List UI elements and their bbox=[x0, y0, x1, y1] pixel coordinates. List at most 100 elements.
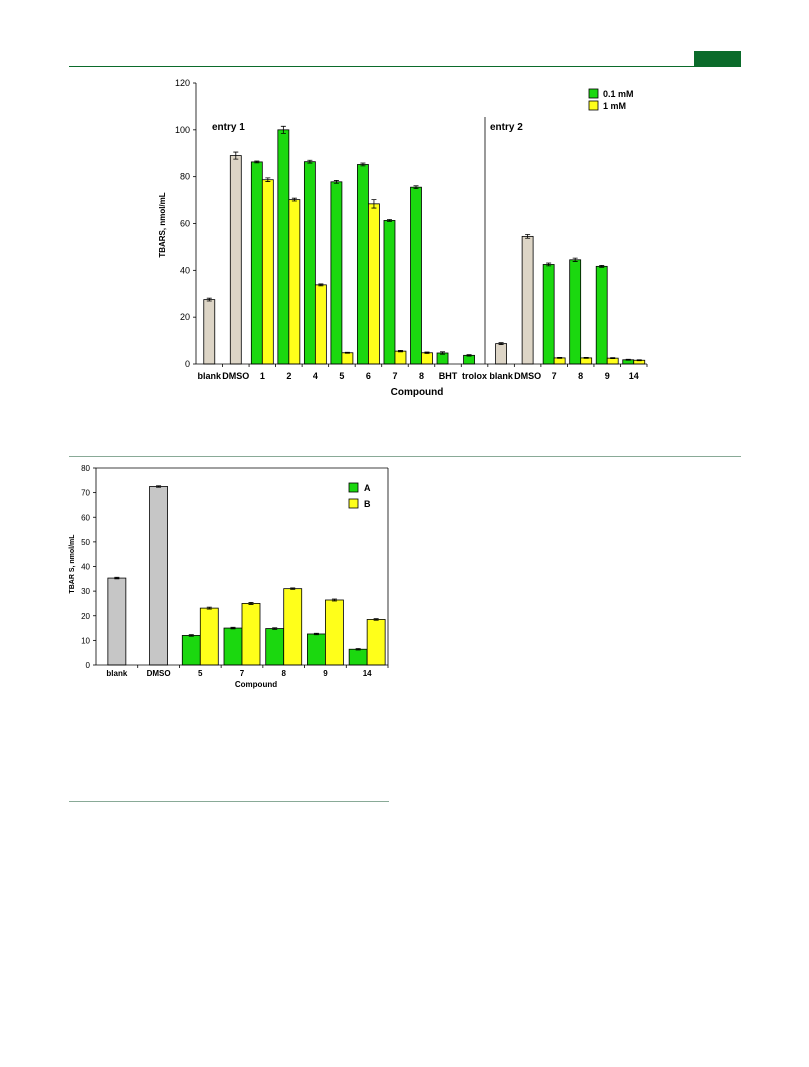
bar-2-1-mm bbox=[288, 199, 301, 365]
footer-divider bbox=[69, 801, 389, 802]
x-tick-label: 9 bbox=[323, 669, 328, 678]
x-tick-label: 4 bbox=[313, 371, 318, 381]
y-axis-label: TBARS, nmol/mL bbox=[158, 192, 167, 257]
error-bar-9-b bbox=[331, 598, 337, 602]
error-bar-8-a bbox=[272, 627, 278, 630]
error-bar-7-0-1-mm bbox=[546, 262, 552, 267]
bar-trolox-0-1-mm bbox=[463, 354, 475, 365]
y-tick-label: 60 bbox=[180, 219, 190, 229]
x-tick-label: DMSO bbox=[222, 371, 249, 381]
error-bar-7-1-mm bbox=[397, 350, 403, 353]
bar-7-b bbox=[241, 603, 261, 666]
bar-8-1-mm bbox=[580, 357, 593, 365]
error-bar-5-1-mm bbox=[344, 351, 350, 354]
header-tab-badge bbox=[694, 51, 741, 66]
x-tick-label: 9 bbox=[605, 371, 610, 381]
legend-swatch-b bbox=[348, 498, 359, 509]
y-tick-label: 20 bbox=[81, 612, 90, 621]
x-tick-label: 6 bbox=[366, 371, 371, 381]
bar-1-1-mm bbox=[261, 179, 274, 365]
x-tick-label: 7 bbox=[392, 371, 397, 381]
error-bar-dmso bbox=[156, 485, 162, 488]
error-bar-5-b bbox=[206, 606, 212, 610]
x-tick-label: 8 bbox=[419, 371, 424, 381]
bar-4-0-1-mm bbox=[303, 161, 316, 365]
y-tick-label: 10 bbox=[81, 636, 90, 645]
bar-5-b bbox=[199, 607, 219, 666]
bar-9-0-1-mm bbox=[595, 265, 608, 365]
y-tick-label: 40 bbox=[81, 563, 90, 572]
x-tick-label: BHT bbox=[439, 371, 458, 381]
error-bar-1-1-mm bbox=[265, 177, 271, 182]
y-tick-label: 100 bbox=[175, 125, 190, 135]
x-tick-label: 5 bbox=[198, 669, 203, 678]
bar-dmso bbox=[521, 235, 534, 365]
bar-1-0-1-mm bbox=[250, 161, 263, 365]
error-bar-blank bbox=[114, 576, 120, 580]
bar-6-0-1-mm bbox=[357, 164, 369, 365]
error-bar-blank bbox=[206, 297, 212, 302]
error-bar-4-0-1-mm bbox=[307, 159, 313, 164]
x-axis-label: Compound bbox=[235, 680, 277, 689]
chart-tbars-a-b: 0 10 20 30 40 50 60 70 80 blank DMSO 5 7 8 9 14 A B TB… bbox=[69, 464, 389, 689]
error-bar-2-0-1-mm bbox=[280, 125, 286, 134]
x-tick-label: 7 bbox=[552, 371, 557, 381]
legend: 0.1 mM 1 mM bbox=[588, 88, 634, 111]
bar-8-b bbox=[283, 588, 303, 666]
legend-swatch-0-1mm bbox=[588, 88, 599, 99]
error-bar-5-a bbox=[188, 634, 194, 637]
error-bar-8-1-mm bbox=[583, 357, 589, 359]
bar-9-a bbox=[307, 633, 326, 666]
error-bar-4-1-mm bbox=[318, 283, 324, 287]
bar-8-0-1-mm bbox=[410, 186, 422, 365]
y-tick-label: 120 bbox=[175, 78, 190, 88]
bar-8-1-mm bbox=[421, 352, 433, 365]
bar-8-a bbox=[265, 628, 285, 666]
bar-dmso bbox=[229, 155, 242, 365]
error-bar-bht-0-1-mm bbox=[440, 351, 446, 355]
error-bar-6-1-mm bbox=[371, 199, 377, 209]
y-tick-label: 30 bbox=[81, 587, 90, 596]
header-rule bbox=[69, 66, 741, 67]
y-tick-label: 80 bbox=[180, 172, 190, 182]
bar-bht-0-1-mm bbox=[436, 352, 449, 365]
x-tick-label: blank bbox=[106, 669, 127, 678]
error-bar-9-a bbox=[313, 632, 319, 636]
y-tick-label: 80 bbox=[81, 464, 90, 473]
error-bar-7-a bbox=[230, 626, 236, 630]
bar-14-b bbox=[366, 619, 386, 666]
legend-label-0-1mm: 0.1 mM bbox=[603, 89, 634, 99]
y-axis-label: TBAR S, nmol/mL bbox=[69, 534, 76, 594]
bar-6-1-mm bbox=[368, 203, 380, 365]
bar-5-0-1-mm bbox=[330, 181, 343, 365]
y-tick-label: 60 bbox=[81, 513, 90, 522]
y-tick-label: 40 bbox=[180, 265, 190, 275]
error-bar-5-0-1-mm bbox=[333, 180, 339, 184]
bar-9-1-mm bbox=[606, 357, 619, 365]
bar-blank bbox=[495, 343, 507, 365]
x-tick-label: 14 bbox=[629, 371, 639, 381]
bar-9-b bbox=[325, 599, 344, 666]
bar-7-1-mm bbox=[394, 350, 407, 365]
bar-dmso bbox=[149, 486, 168, 666]
legend-label-a: A bbox=[364, 483, 371, 493]
x-tick-label: 7 bbox=[240, 669, 245, 678]
annotation-entry-1: entry 1 bbox=[212, 122, 245, 133]
error-bar-9-0-1-mm bbox=[599, 265, 605, 268]
bar-7-0-1-mm bbox=[542, 264, 555, 365]
error-bar-14-b bbox=[373, 618, 379, 621]
error-bar-9-1-mm bbox=[610, 357, 616, 360]
error-bar-8-b bbox=[290, 587, 296, 590]
error-bar-14-1-mm bbox=[636, 359, 642, 362]
error-bar-14-a bbox=[355, 648, 361, 651]
bar-5-1-mm bbox=[341, 352, 354, 365]
x-tick-label: DMSO bbox=[514, 371, 541, 381]
bar-7-0-1-mm bbox=[383, 220, 396, 365]
error-bar-blank bbox=[498, 342, 504, 345]
error-bar-7-b bbox=[248, 602, 254, 605]
bar-2-0-1-mm bbox=[277, 129, 290, 365]
error-bar-7-0-1-mm bbox=[386, 219, 392, 222]
bar-5-a bbox=[181, 635, 201, 666]
x-tick-label: blank bbox=[198, 371, 223, 381]
